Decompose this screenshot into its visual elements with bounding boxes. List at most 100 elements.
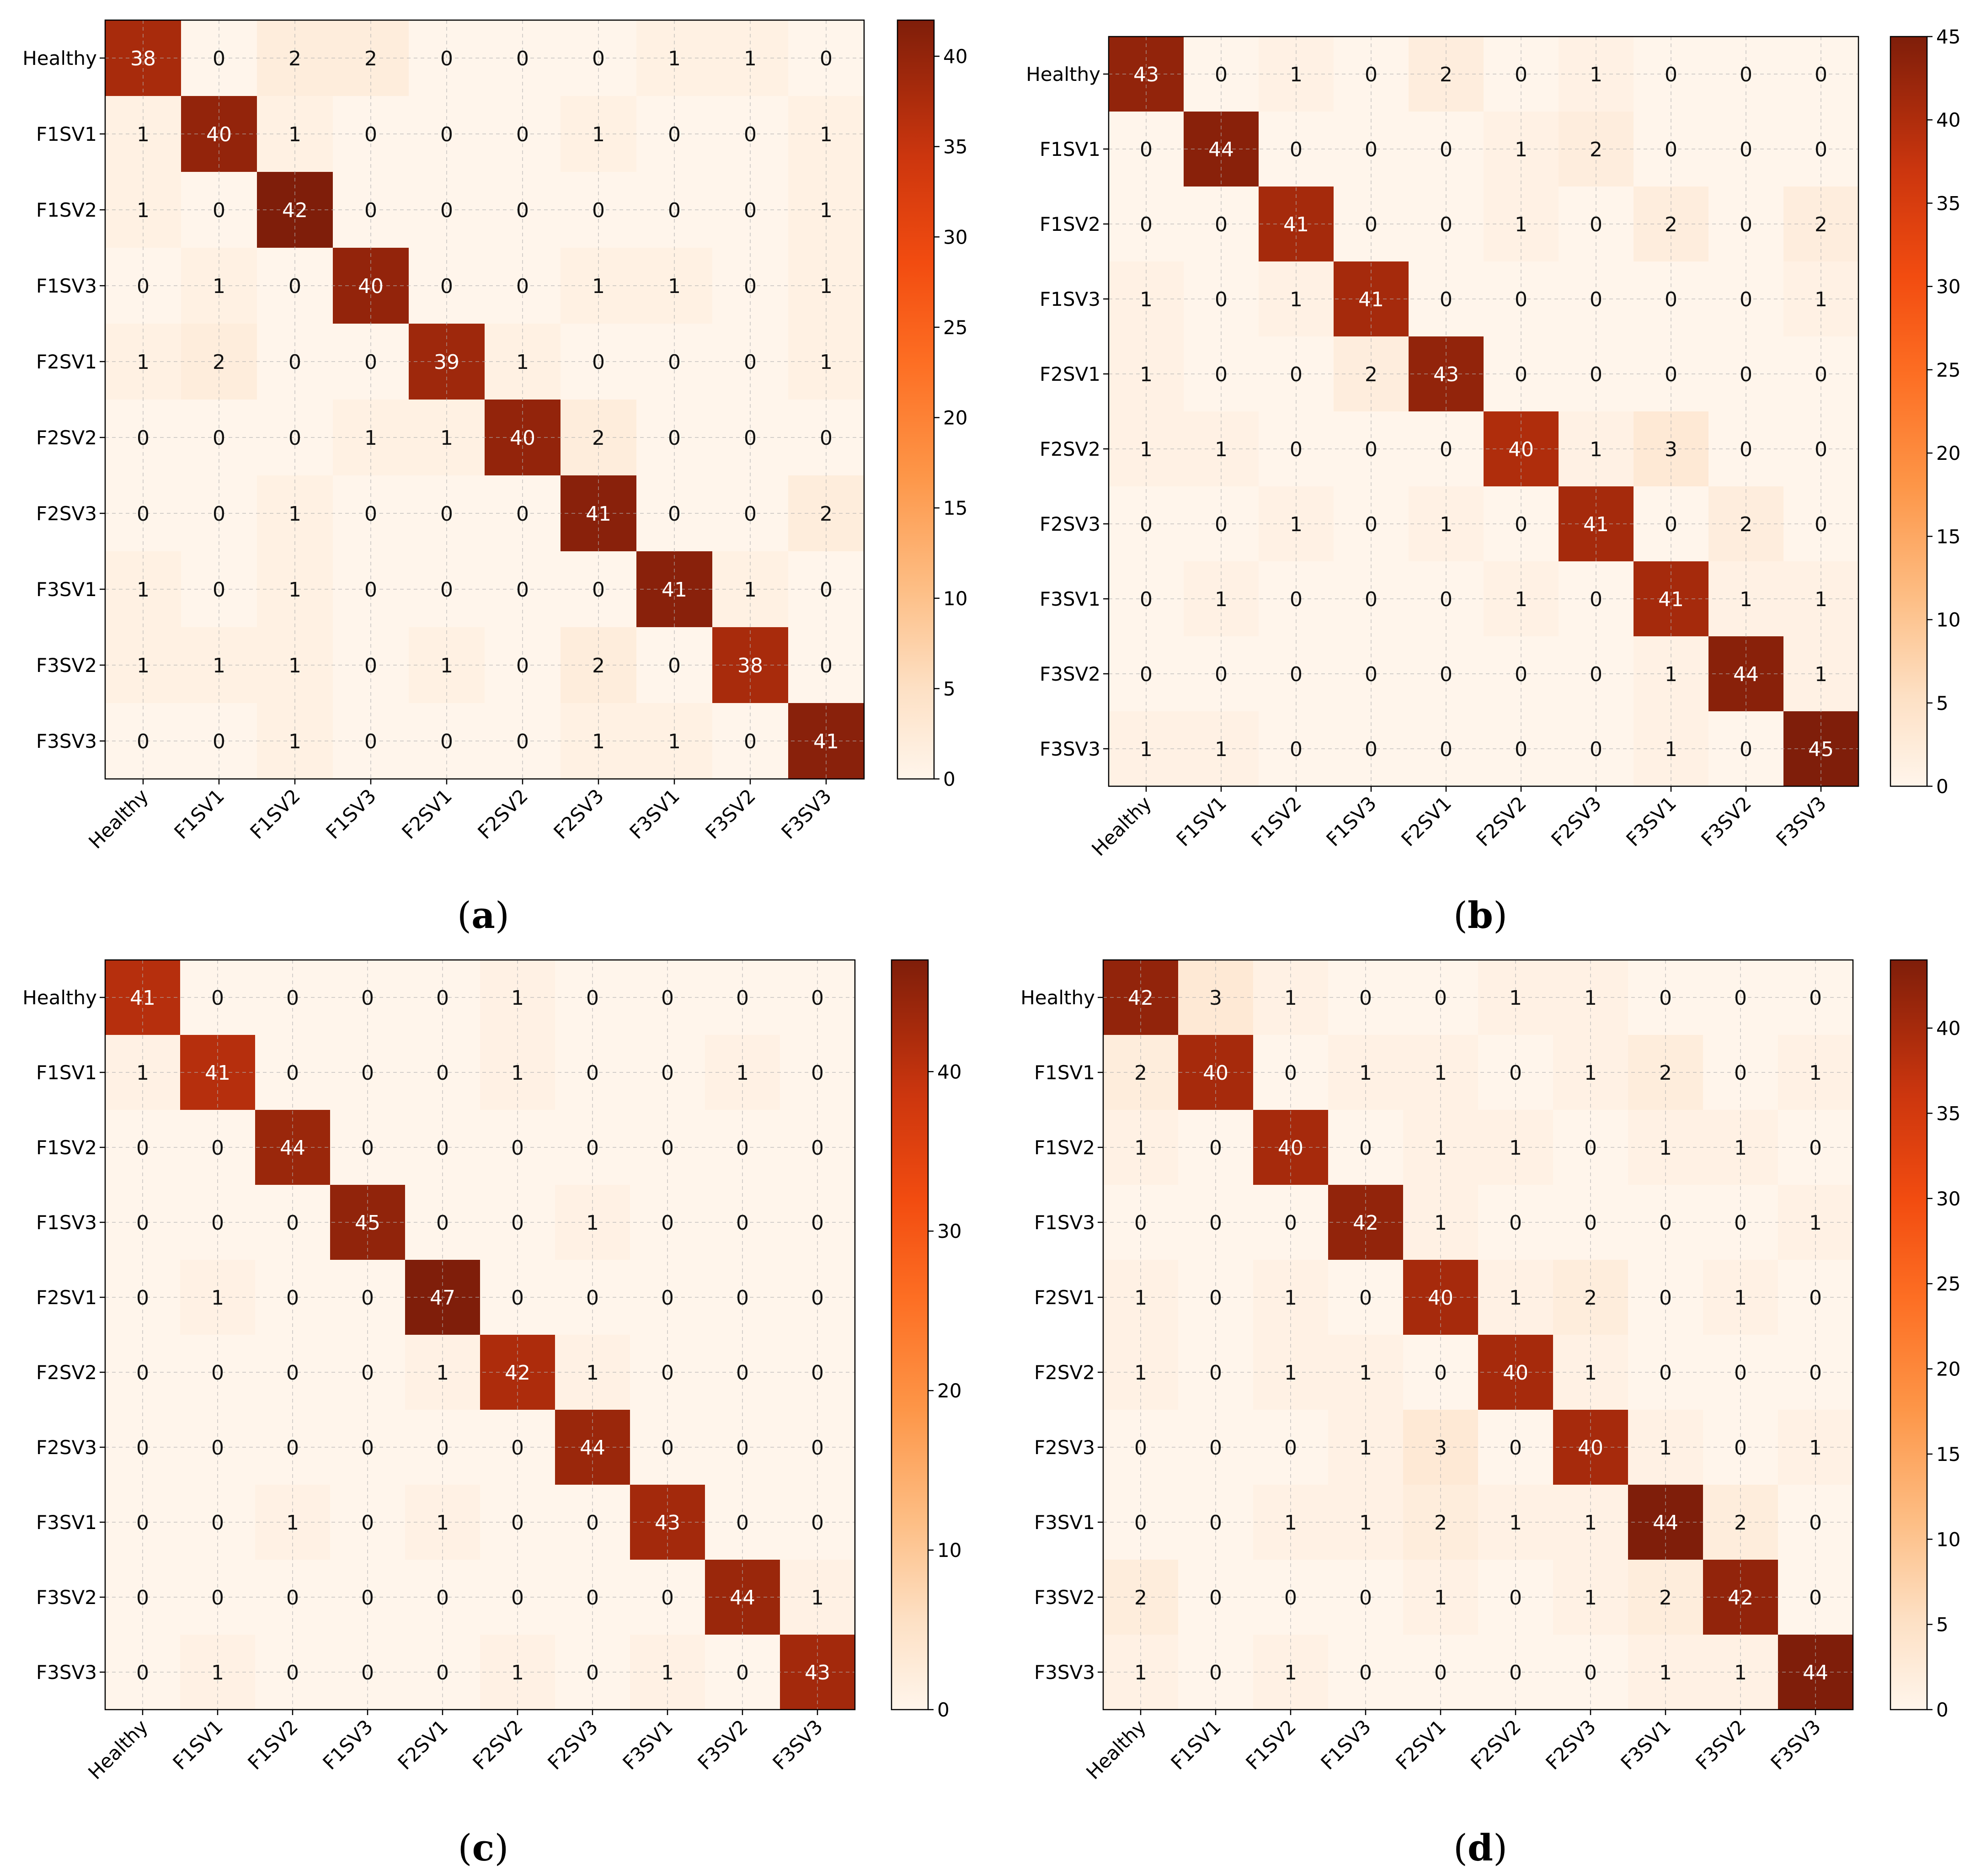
cell-value-label: 1 xyxy=(1290,63,1303,86)
colorbar-tick-label: 25 xyxy=(943,316,967,339)
cell-value-label: 2 xyxy=(288,47,301,70)
cell-value-label: 0 xyxy=(136,1286,149,1310)
cell-value-label: 0 xyxy=(1809,1286,1822,1310)
cell-value-label: 0 xyxy=(1134,1511,1147,1535)
cell-value-label: 1 xyxy=(1284,986,1297,1010)
cell-value-label: 0 xyxy=(1515,738,1527,761)
cell-value-label: 1 xyxy=(288,578,301,602)
cell-value-label: 1 xyxy=(1584,986,1597,1010)
cell-value-label: 41 xyxy=(1358,288,1384,311)
x-tick-label: F3SV3 xyxy=(1772,792,1831,851)
cell-value-label: 1 xyxy=(1659,1436,1672,1460)
cell-value-label: 40 xyxy=(1578,1436,1603,1460)
cell-value-label: 1 xyxy=(1140,738,1153,761)
cell-value-label: 0 xyxy=(436,1211,449,1235)
cell-value-label: 0 xyxy=(1440,138,1452,161)
colorbar-tick-label: 15 xyxy=(1936,1443,1960,1466)
x-tick-label: F3SV1 xyxy=(625,784,684,843)
y-tick-label: F2SV1 xyxy=(36,351,97,373)
cell-value-label: 1 xyxy=(1659,1661,1672,1684)
y-tick-label: F3SV2 xyxy=(1040,663,1100,685)
cell-value-label: 0 xyxy=(1665,63,1677,86)
cell-value-label: 0 xyxy=(213,199,225,222)
cell-value-label: 0 xyxy=(1365,663,1377,686)
cell-value-label: 0 xyxy=(440,47,453,70)
plot-frame xyxy=(104,19,865,780)
cell-value-label: 1 xyxy=(1134,1661,1147,1684)
cell-value-label: 1 xyxy=(1815,588,1827,611)
cell-value-label: 1 xyxy=(137,123,149,146)
cell-value-label: 0 xyxy=(361,986,374,1010)
cell-value-label: 43 xyxy=(1133,63,1159,86)
cell-value-label: 0 xyxy=(1215,663,1228,686)
cell-value-label: 43 xyxy=(805,1661,830,1684)
cell-value-label: 0 xyxy=(1509,1661,1522,1684)
cell-value-label: 0 xyxy=(136,1211,149,1235)
cell-value-label: 1 xyxy=(1215,738,1228,761)
cell-value-label: 0 xyxy=(1665,513,1677,536)
y-tick-label: F2SV2 xyxy=(1034,1361,1095,1384)
y-tick-label: F1SV1 xyxy=(1040,138,1100,160)
cell-value-label: 1 xyxy=(668,47,681,70)
colorbar-tick-label: 40 xyxy=(943,45,967,68)
colorbar-tick-label: 25 xyxy=(1936,359,1960,381)
colorbar-tick-label: 45 xyxy=(1936,26,1960,48)
colorbar-tick-label: 40 xyxy=(1936,1017,1960,1039)
cell-value-label: 0 xyxy=(668,123,681,146)
cell-value-label: 0 xyxy=(736,986,749,1010)
cell-value-label: 41 xyxy=(662,578,687,602)
cell-value-label: 40 xyxy=(1503,1361,1528,1385)
cell-value-label: 0 xyxy=(592,199,605,222)
cell-value-label: 38 xyxy=(737,654,763,677)
y-tick-label: F2SV3 xyxy=(36,502,97,525)
cell-value-label: 0 xyxy=(1515,363,1527,386)
cell-value-label: 1 xyxy=(1359,1361,1372,1385)
cell-value-label: 0 xyxy=(364,351,377,374)
cell-value-label: 0 xyxy=(1290,138,1303,161)
cell-value-label: 1 xyxy=(1659,1136,1672,1160)
cell-value-label: 0 xyxy=(1584,1661,1597,1684)
cell-value-label: 1 xyxy=(1134,1136,1147,1160)
cell-value-label: 0 xyxy=(211,1511,224,1535)
cell-value-label: 0 xyxy=(361,1361,374,1385)
cell-value-label: 1 xyxy=(436,1511,449,1535)
cell-value-label: 1 xyxy=(436,1361,449,1385)
cell-value-label: 0 xyxy=(1290,588,1303,611)
colorbar-tick-label: 10 xyxy=(943,587,967,610)
cell-value-label: 0 xyxy=(1665,288,1677,311)
cell-value-label: 0 xyxy=(361,1436,374,1460)
cell-value-label: 0 xyxy=(136,1511,149,1535)
cell-value-label: 0 xyxy=(213,426,225,450)
cell-value-label: 1 xyxy=(1665,738,1677,761)
cell-value-label: 0 xyxy=(1815,513,1827,536)
y-tick-label: F3SV1 xyxy=(1034,1511,1095,1534)
cell-value-label: 38 xyxy=(130,47,156,70)
cell-value-label: 1 xyxy=(1290,513,1303,536)
colorbar-tick-label: 15 xyxy=(943,497,967,519)
cell-value-label: 3 xyxy=(1209,986,1222,1010)
cell-value-label: 0 xyxy=(586,986,599,1010)
cell-value-label: 1 xyxy=(1584,1361,1597,1385)
cell-value-label: 0 xyxy=(361,1511,374,1535)
cell-value-label: 0 xyxy=(286,1586,299,1610)
cell-value-label: 0 xyxy=(1734,1061,1747,1085)
cell-value-label: 1 xyxy=(288,730,301,753)
cell-value-label: 0 xyxy=(286,986,299,1010)
cell-value-label: 0 xyxy=(136,1361,149,1385)
colorbar-tick-label: 10 xyxy=(1936,1528,1960,1551)
y-tick-label: F1SV1 xyxy=(36,1061,97,1084)
cell-value-label: 0 xyxy=(211,1586,224,1610)
cell-value-label: 0 xyxy=(436,986,449,1010)
cell-value-label: 0 xyxy=(1515,63,1527,86)
x-tick-label: F1SV2 xyxy=(1241,1715,1300,1774)
cell-value-label: 0 xyxy=(1740,738,1752,761)
colorbar-tick-label: 35 xyxy=(943,136,967,158)
cell-value-label: 0 xyxy=(1809,1586,1822,1610)
cell-value-label: 0 xyxy=(1140,213,1153,236)
cell-value-label: 1 xyxy=(1134,1361,1147,1385)
y-tick-label: F2SV1 xyxy=(1034,1286,1095,1309)
cell-value-label: 1 xyxy=(1215,588,1228,611)
cell-value-label: 0 xyxy=(1359,1661,1372,1684)
cell-value-label: 2 xyxy=(1590,138,1602,161)
